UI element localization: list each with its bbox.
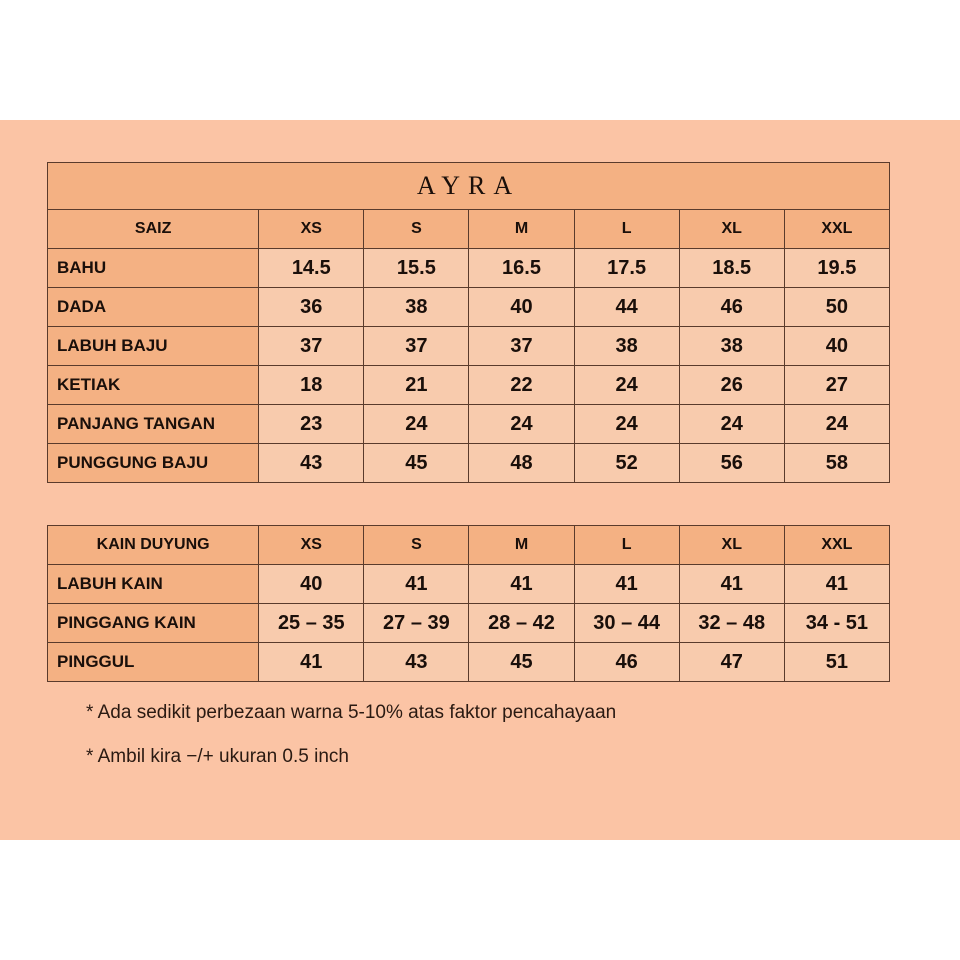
measurement-label: KETIAK — [46, 365, 260, 405]
measurement-label: PINGGUL — [46, 642, 260, 682]
size-header: XXL — [783, 525, 891, 565]
measurement-value: 37 — [363, 326, 470, 366]
table-row: PANJANG TANGAN 23 24 24 24 24 24 — [46, 404, 891, 444]
measurement-value: 27 – 39 — [363, 603, 470, 643]
measurement-value: 46 — [573, 642, 680, 682]
header-row: KAIN DUYUNG XS S M L XL XXL — [46, 525, 891, 565]
measurement-value: 41 — [258, 642, 365, 682]
measurement-label: LABUH BAJU — [46, 326, 260, 366]
measurement-value: 56 — [678, 443, 785, 483]
size-header: S — [363, 209, 470, 249]
size-header: XL — [678, 209, 785, 249]
measurement-value: 37 — [258, 326, 365, 366]
measurement-value: 24 — [678, 404, 785, 444]
measurement-value: 24 — [573, 365, 680, 405]
table-row: LABUH BAJU 37 37 37 38 38 40 — [46, 326, 891, 366]
measurement-value: 32 – 48 — [678, 603, 785, 643]
measurement-value: 46 — [678, 287, 785, 327]
measurement-value: 40 — [468, 287, 575, 327]
measurement-value: 34 - 51 — [783, 603, 891, 643]
measurement-value: 19.5 — [783, 248, 891, 288]
note-measurement-tolerance: * Ambil kira −/+ ukuran 0.5 inch — [86, 746, 349, 767]
measurement-value: 38 — [678, 326, 785, 366]
table-row: LABUH KAIN 40 41 41 41 41 41 — [46, 564, 891, 604]
size-table-kain: KAIN DUYUNG XS S M L XL XXL LABUH KAIN 40 41 41 41 4… — [46, 525, 891, 682]
measurement-label: LABUH KAIN — [46, 564, 260, 604]
measurement-value: 45 — [363, 443, 470, 483]
measurement-value: 21 — [363, 365, 470, 405]
measurement-value: 58 — [783, 443, 891, 483]
size-header: M — [468, 525, 575, 565]
measurement-value: 44 — [573, 287, 680, 327]
measurement-value: 41 — [783, 564, 891, 604]
size-header: L — [573, 209, 680, 249]
row-label-header: SAIZ — [46, 209, 260, 249]
measurement-value: 43 — [363, 642, 470, 682]
measurement-value: 38 — [573, 326, 680, 366]
measurement-value: 30 – 44 — [573, 603, 680, 643]
measurement-value: 14.5 — [258, 248, 365, 288]
note-color-difference: * Ada sedikit perbezaan warna 5-10% atas… — [86, 702, 617, 723]
measurement-label: PUNGGUNG BAJU — [46, 443, 260, 483]
measurement-value: 36 — [258, 287, 365, 327]
row-label-header: KAIN DUYUNG — [46, 525, 260, 565]
size-header: XS — [258, 209, 365, 249]
measurement-value: 27 — [783, 365, 891, 405]
measurement-value: 41 — [468, 564, 575, 604]
size-header: XS — [258, 525, 365, 565]
measurement-label: PANJANG TANGAN — [46, 404, 260, 444]
brand-title: AYRA — [47, 162, 890, 210]
measurement-value: 24 — [468, 404, 575, 444]
size-header: S — [363, 525, 470, 565]
table-row: KETIAK 18 21 22 24 26 27 — [46, 365, 891, 405]
table-row: BAHU 14.5 15.5 16.5 17.5 18.5 19.5 — [46, 248, 891, 288]
size-header: M — [468, 209, 575, 249]
measurement-value: 37 — [468, 326, 575, 366]
measurement-value: 24 — [573, 404, 680, 444]
measurement-value: 18 — [258, 365, 365, 405]
measurement-value: 52 — [573, 443, 680, 483]
measurement-value: 24 — [363, 404, 470, 444]
measurement-value: 40 — [783, 326, 891, 366]
table-row: DADA 36 38 40 44 46 50 — [46, 287, 891, 327]
measurement-value: 51 — [783, 642, 891, 682]
size-header: L — [573, 525, 680, 565]
measurement-value: 47 — [678, 642, 785, 682]
size-table-baju: AYRA SAIZ XS S M L XL XXL BAHU 14.5 15.5 16.5 17.5 1… — [46, 162, 891, 483]
table-row: PINGGANG KAIN 25 – 35 27 – 39 28 – 42 30 – 4… — [46, 603, 891, 643]
measurement-value: 41 — [678, 564, 785, 604]
measurement-value: 23 — [258, 404, 365, 444]
measurement-value: 41 — [573, 564, 680, 604]
measurement-value: 40 — [258, 564, 365, 604]
table-row: PUNGGUNG BAJU 43 45 48 52 56 58 — [46, 443, 891, 483]
size-header: XL — [678, 525, 785, 565]
measurement-label: PINGGANG KAIN — [46, 603, 260, 643]
measurement-value: 18.5 — [678, 248, 785, 288]
measurement-value: 41 — [363, 564, 470, 604]
measurement-value: 17.5 — [573, 248, 680, 288]
measurement-value: 43 — [258, 443, 365, 483]
measurement-value: 16.5 — [468, 248, 575, 288]
measurement-value: 26 — [678, 365, 785, 405]
measurement-value: 15.5 — [363, 248, 470, 288]
size-header: XXL — [783, 209, 891, 249]
measurement-value: 48 — [468, 443, 575, 483]
measurement-value: 45 — [468, 642, 575, 682]
measurement-value: 24 — [783, 404, 891, 444]
measurement-value: 38 — [363, 287, 470, 327]
header-row: SAIZ XS S M L XL XXL — [46, 209, 891, 249]
measurement-value: 25 – 35 — [258, 603, 365, 643]
measurement-value: 28 – 42 — [468, 603, 575, 643]
measurement-value: 50 — [783, 287, 891, 327]
measurement-label: BAHU — [46, 248, 260, 288]
measurement-value: 22 — [468, 365, 575, 405]
table-row: PINGGUL 41 43 45 46 47 51 — [46, 642, 891, 682]
measurement-label: DADA — [46, 287, 260, 327]
